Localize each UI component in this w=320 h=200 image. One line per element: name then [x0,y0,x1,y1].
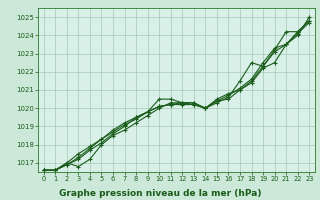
Text: Graphe pression niveau de la mer (hPa): Graphe pression niveau de la mer (hPa) [59,189,261,198]
